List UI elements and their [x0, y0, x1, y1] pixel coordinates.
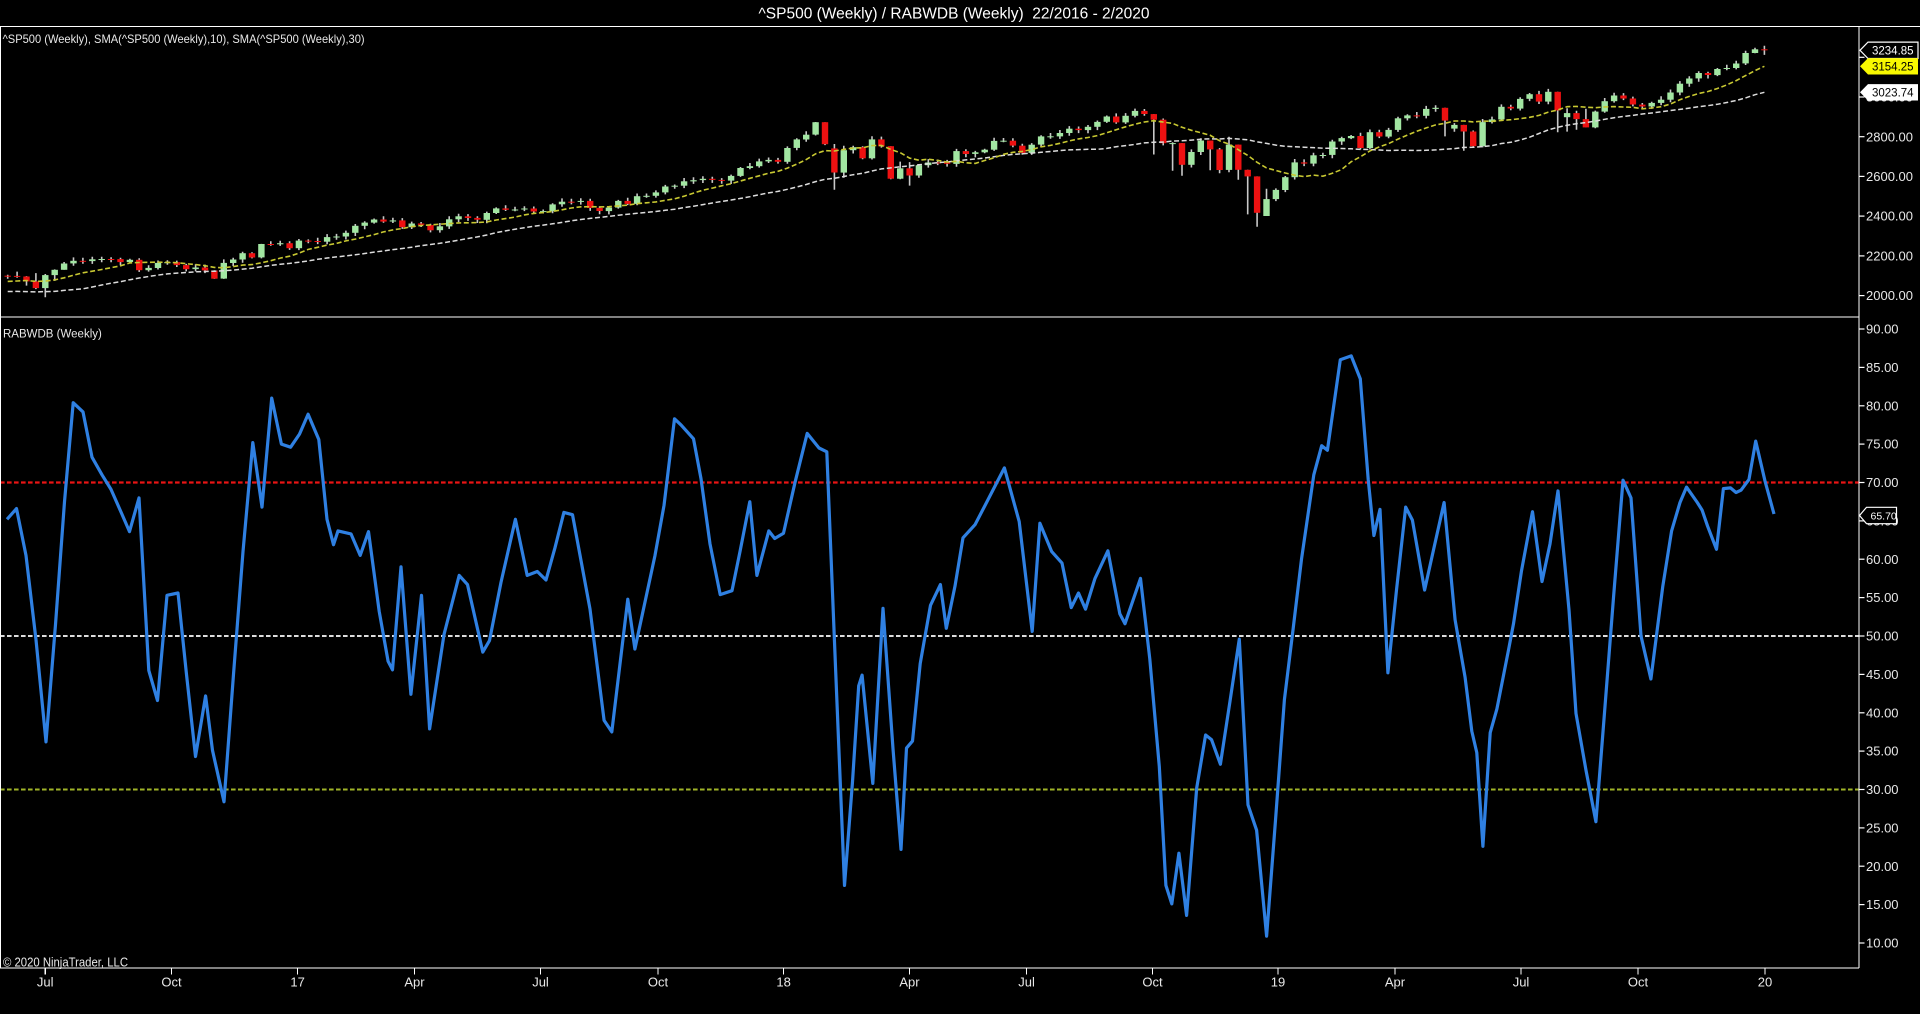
- svg-text:Apr: Apr: [899, 975, 920, 990]
- svg-text:© 2020 NinjaTrader, LLC: © 2020 NinjaTrader, LLC: [3, 956, 128, 970]
- svg-text:20.00: 20.00: [1866, 859, 1899, 874]
- svg-text:^SP500 (Weekly) / RABWDB (Week: ^SP500 (Weekly) / RABWDB (Weekly) 22/201…: [759, 5, 1150, 22]
- svg-text:19: 19: [1271, 975, 1285, 990]
- svg-text:3023.74: 3023.74: [1872, 88, 1914, 100]
- svg-text:RABWDB (Weekly): RABWDB (Weekly): [3, 329, 102, 341]
- svg-text:Oct: Oct: [161, 975, 182, 990]
- svg-text:2800.00: 2800.00: [1866, 129, 1913, 144]
- svg-text:80.00: 80.00: [1866, 398, 1899, 413]
- svg-text:Jul: Jul: [1513, 975, 1530, 990]
- svg-text:17: 17: [290, 975, 304, 990]
- svg-text:75.00: 75.00: [1866, 437, 1899, 452]
- svg-text:Oct: Oct: [1628, 975, 1649, 990]
- svg-text:18: 18: [776, 975, 790, 990]
- svg-text:3154.25: 3154.25: [1872, 62, 1914, 74]
- svg-text:^SP500 (Weekly), SMA(^SP500 (W: ^SP500 (Weekly), SMA(^SP500 (Weekly),10)…: [3, 32, 365, 46]
- svg-text:50.00: 50.00: [1866, 629, 1899, 644]
- svg-text:85.00: 85.00: [1866, 360, 1899, 375]
- svg-text:65.70: 65.70: [1871, 511, 1897, 523]
- svg-text:2200.00: 2200.00: [1866, 249, 1913, 264]
- svg-text:10.00: 10.00: [1866, 936, 1899, 951]
- svg-text:2000.00: 2000.00: [1866, 288, 1913, 303]
- svg-text:35.00: 35.00: [1866, 744, 1899, 759]
- svg-text:25.00: 25.00: [1866, 821, 1899, 836]
- svg-text:15.00: 15.00: [1866, 897, 1899, 912]
- svg-text:45.00: 45.00: [1866, 667, 1899, 682]
- svg-text:Jul: Jul: [37, 975, 54, 990]
- svg-text:60.00: 60.00: [1866, 552, 1899, 567]
- svg-text:2400.00: 2400.00: [1866, 209, 1913, 224]
- svg-text:20: 20: [1758, 975, 1772, 990]
- svg-text:2600.00: 2600.00: [1866, 169, 1913, 184]
- svg-text:55.00: 55.00: [1866, 590, 1899, 605]
- svg-text:Oct: Oct: [1142, 975, 1163, 990]
- svg-text:90.00: 90.00: [1866, 322, 1899, 337]
- svg-text:Oct: Oct: [648, 975, 669, 990]
- svg-text:70.00: 70.00: [1866, 475, 1899, 490]
- svg-text:Jul: Jul: [1018, 975, 1035, 990]
- svg-text:Apr: Apr: [404, 975, 425, 990]
- svg-text:40.00: 40.00: [1866, 705, 1899, 720]
- svg-text:Jul: Jul: [532, 975, 549, 990]
- svg-text:Apr: Apr: [1385, 975, 1406, 990]
- svg-text:3234.85: 3234.85: [1872, 46, 1914, 58]
- svg-text:30.00: 30.00: [1866, 782, 1899, 797]
